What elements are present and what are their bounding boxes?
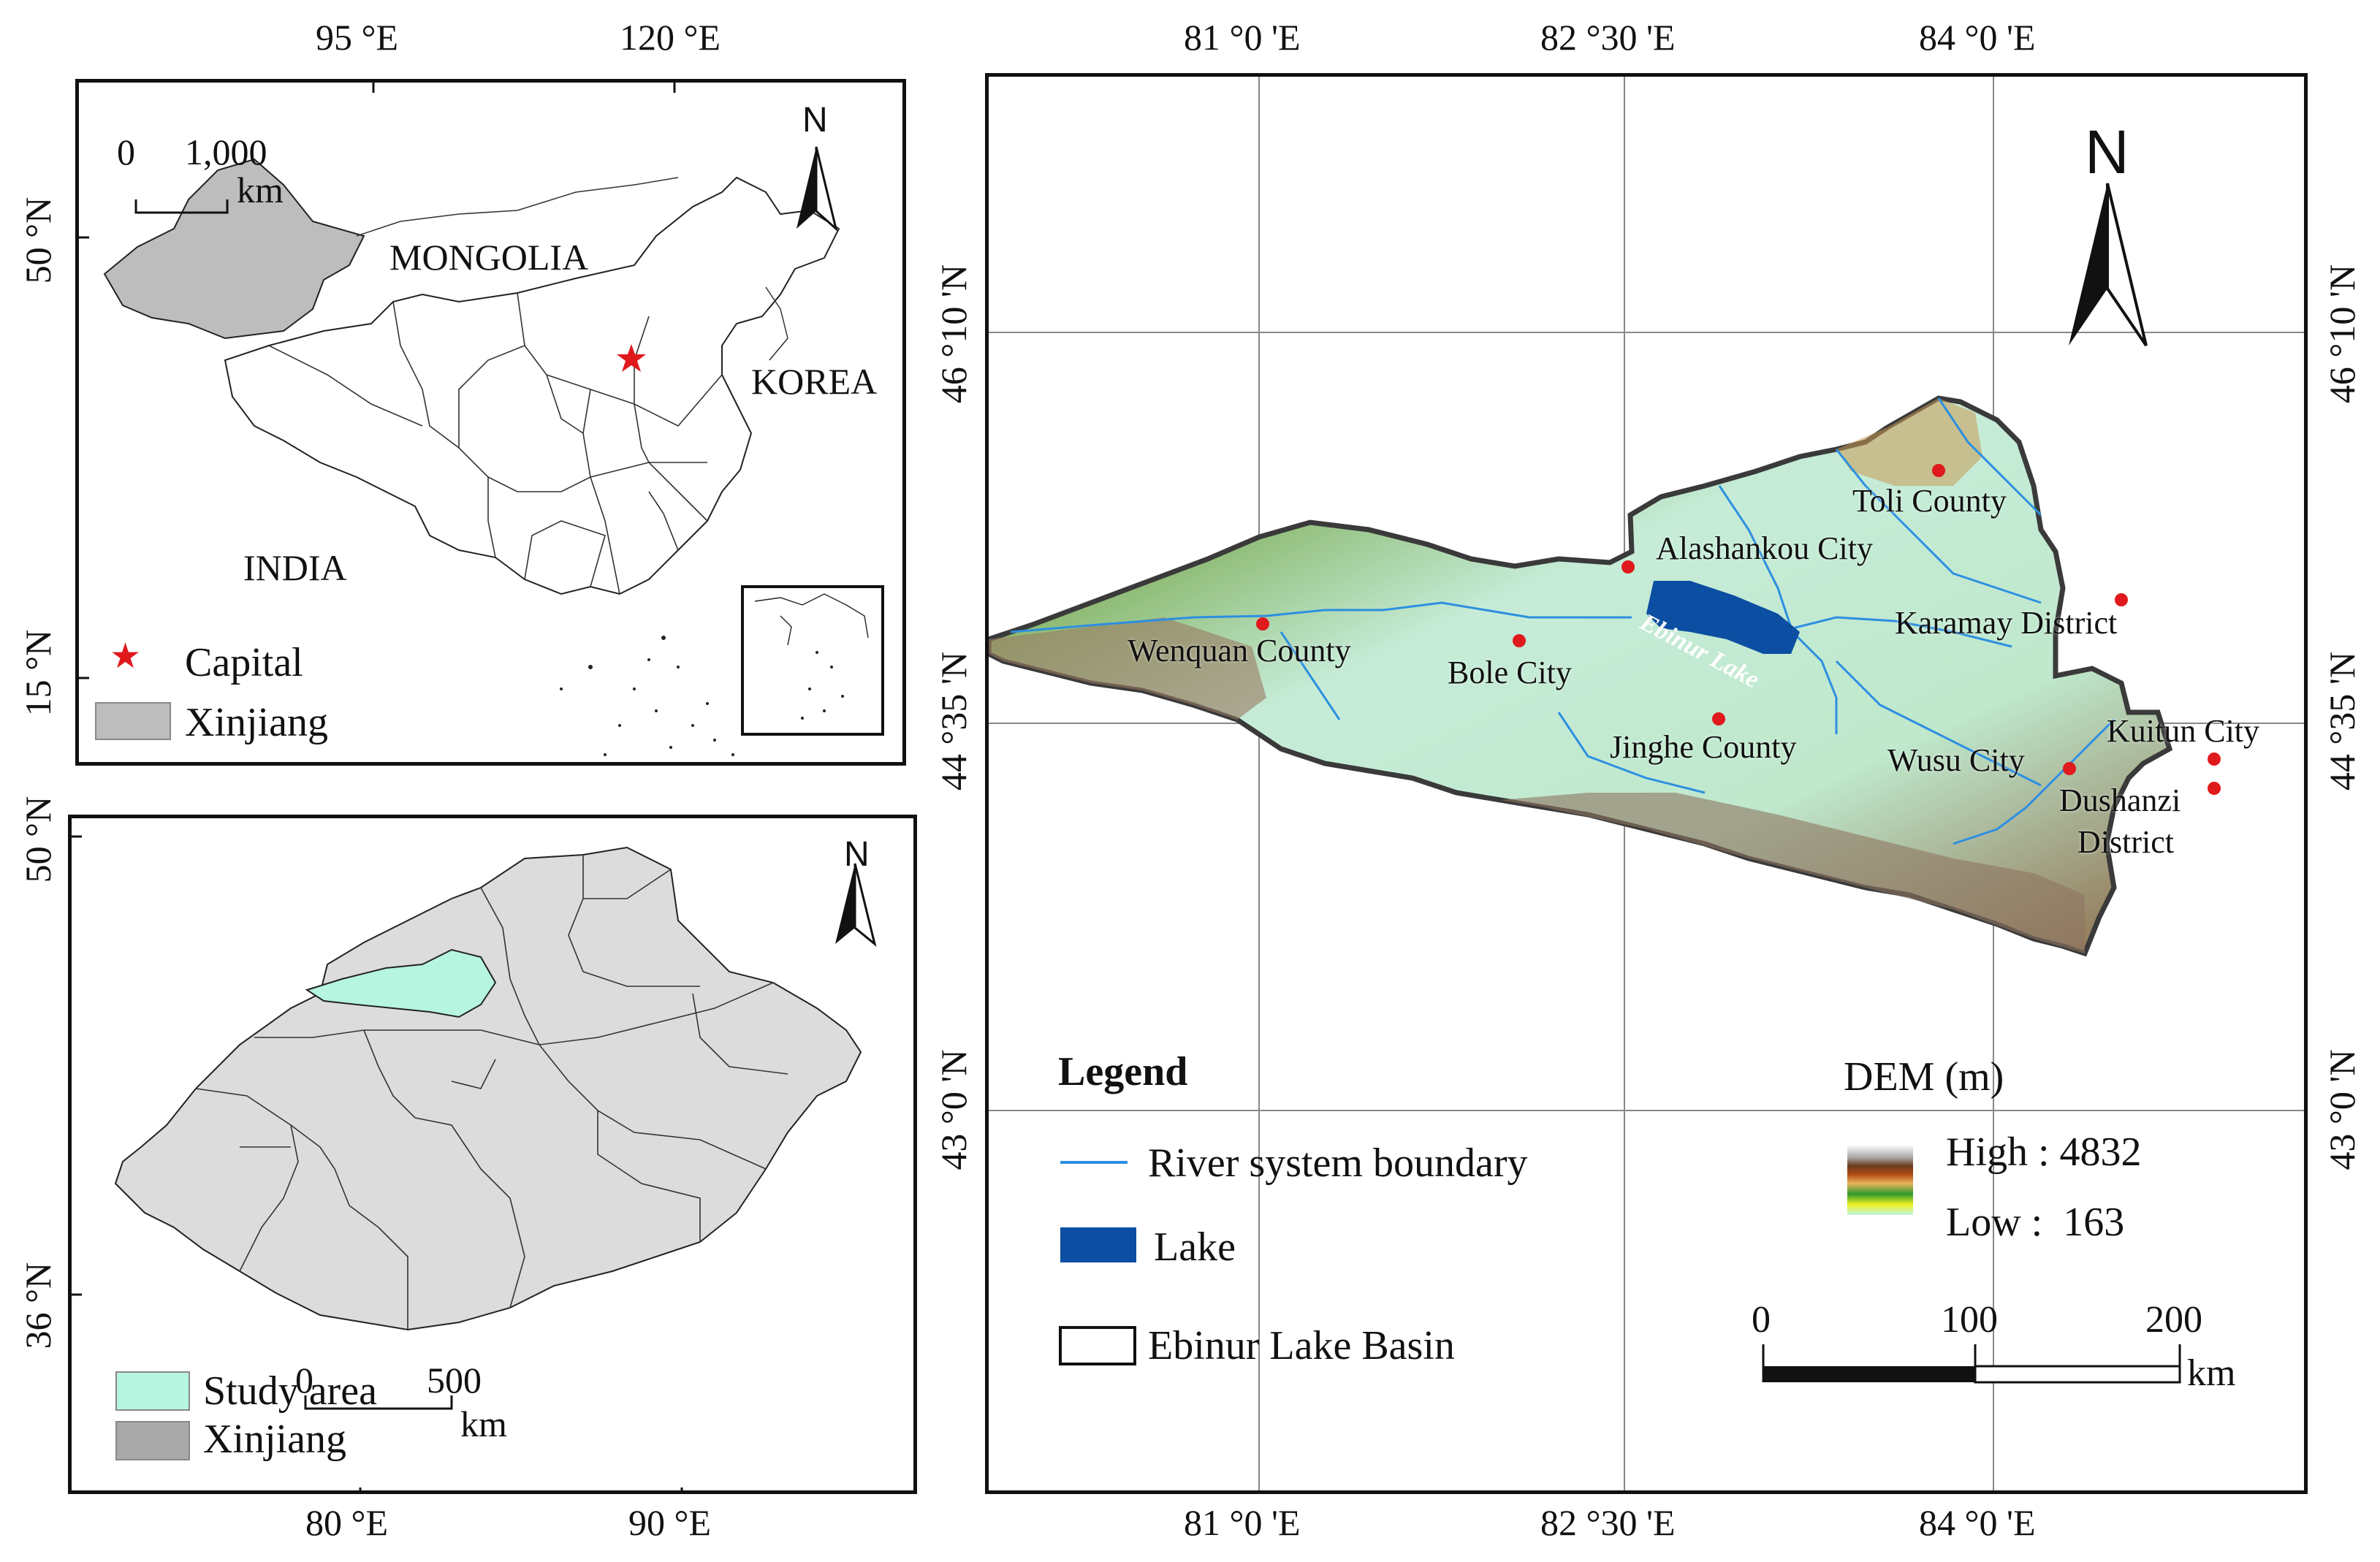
dem-color-ramp (1847, 1145, 1913, 1215)
jinghe-label: Jinghe County (1610, 729, 1797, 765)
main-north-label: N (2085, 118, 2129, 186)
jinghe-marker (1712, 712, 1725, 725)
xj-left-tick-50n: 50 °N (18, 796, 58, 883)
main-left-tick-4435n: 44 °35 'N (933, 651, 974, 791)
main-scale-bar-dark (1763, 1366, 1975, 1382)
wusu-label: Wusu City (1887, 742, 2025, 778)
china-scale-1000: 1,000 (185, 132, 267, 172)
legend-study-area-swatch (115, 1371, 190, 1411)
wenquan-label: Wenquan County (1128, 633, 1351, 668)
china-north-label: N (802, 101, 828, 140)
ebinur-basin-region (989, 395, 2173, 957)
xj-left-tick-36n: 36 °N (18, 1262, 58, 1349)
label-mongolia: MONGOLIA (389, 237, 589, 278)
china-xinjiang-region (103, 158, 365, 340)
xj-bottom-tick-90e: 90 °E (628, 1502, 712, 1543)
xinjiang-map-svg (72, 835, 877, 1490)
xj-north-arrow-icon (835, 864, 855, 944)
main-bottom-tick-8230e: 82 °30 'E (1540, 1502, 1676, 1543)
china-map-svg (79, 83, 884, 756)
main-scale-zero: 0 (1752, 1299, 1771, 1341)
china-north-arrow-icon (796, 147, 816, 229)
legend-xinjiang-swatch (95, 702, 171, 740)
china-scale-bar (134, 199, 229, 214)
main-bottom-tick-84e: 84 °0 'E (1919, 1502, 2036, 1543)
alashankou-label: Alashankou City (1656, 530, 1873, 566)
main-bottom-tick-81e: 81 °0 'E (1184, 1502, 1301, 1543)
legend-basin-outline (1059, 1326, 1136, 1365)
kuitun-marker (2208, 753, 2221, 766)
xj-scale-bar (304, 1395, 453, 1410)
dushanzi-label: Dushanzi (2059, 782, 2181, 818)
river-lines (1010, 397, 2115, 845)
china-top-tick-95e: 95 °E (316, 17, 399, 58)
main-north-arrow-icon (2069, 183, 2107, 346)
xj-scale-zero: 0 (295, 1360, 313, 1401)
kuitun-label: Kuitun City (2107, 713, 2260, 749)
main-map-svg (989, 77, 2304, 1490)
main-top-tick-81e: 81 °0 'E (1184, 17, 1301, 58)
xinjiang-map-frame: N 0 500 km Study area Xinjiang (68, 815, 917, 1494)
main-right-tick-430n: 43 °0 'N (2322, 1049, 2362, 1170)
toli-county-label: Toli County (1852, 483, 2007, 519)
legend-xinjiang-grey-swatch (115, 1421, 190, 1460)
legend-title: Legend (1058, 1049, 1188, 1094)
main-map-frame: N Ebinur Lake Toli County Alashankou Cit… (985, 73, 2308, 1494)
main-scale-200: 200 (2145, 1299, 2202, 1341)
south-sea-inset (741, 585, 884, 736)
capital-star-marker (617, 344, 646, 372)
karamay-label: Karamay District (1895, 605, 2118, 641)
main-scale-bar-light (1974, 1365, 2181, 1384)
alashankou-marker (1621, 560, 1635, 574)
dem-title: DEM (m) (1844, 1054, 2004, 1100)
main-left-tick-430n: 43 °0 'N (933, 1049, 974, 1170)
main-scale-unit: km (2187, 1352, 2236, 1394)
wenquan-marker (1256, 617, 1269, 630)
china-scale-zero: 0 (117, 132, 135, 172)
toli-county-marker (1932, 464, 1945, 477)
main-left-tick-4610n: 46 °10 'N (933, 264, 974, 404)
legend-lake-label: Lake (1154, 1224, 1236, 1270)
ebinur-lake-region (1646, 581, 1800, 654)
dushanzi-district-label: District (2077, 824, 2174, 860)
label-india: INDIA (243, 547, 347, 588)
legend-xinjiang-grey-label: Xinjiang (203, 1417, 346, 1462)
xj-north-label: N (844, 835, 870, 874)
xj-bottom-tick-80e: 80 °E (305, 1502, 389, 1543)
wusu-marker (2063, 762, 2076, 775)
xj-scale-500: 500 (427, 1360, 482, 1401)
karamay-marker (2115, 593, 2128, 606)
legend-river-label: River system boundary (1148, 1140, 1528, 1186)
china-outline (224, 176, 840, 595)
china-left-tick-15n: 15 °N (18, 629, 58, 717)
legend-xinjiang-label: Xinjiang (185, 700, 328, 745)
china-top-tick-120e: 120 °E (620, 17, 721, 58)
xj-scale-unit: km (460, 1403, 507, 1444)
bole-label: Bole City (1448, 655, 1572, 690)
dushanzi-marker (2208, 782, 2221, 795)
xinjiang-outline (114, 846, 862, 1331)
legend-capital-star-icon: ★ (110, 637, 142, 676)
dem-high-label: High : 4832 (1946, 1129, 2142, 1175)
main-top-tick-84e: 84 °0 'E (1919, 17, 2036, 58)
china-scale-unit: km (237, 169, 284, 210)
main-top-tick-8230e: 82 °30 'E (1540, 17, 1676, 58)
main-right-tick-4610n: 46 °10 'N (2322, 264, 2362, 404)
study-area-region (305, 948, 497, 1018)
main-right-tick-4435n: 44 °35 'N (2322, 651, 2362, 791)
legend-basin-label: Ebinur Lake Basin (1148, 1323, 1455, 1368)
legend-lake-swatch (1060, 1227, 1136, 1262)
china-left-tick-50n: 50 °N (18, 197, 58, 284)
china-map-frame: 0 1,000 km N MONGOLIA KOREA INDIA ★ Capi… (75, 79, 906, 766)
main-scale-100: 100 (1941, 1299, 1998, 1341)
legend-study-area-label: Study area (203, 1368, 377, 1414)
label-korea: KOREA (751, 361, 878, 402)
legend-capital-label: Capital (185, 640, 303, 685)
bole-marker (1513, 634, 1526, 647)
dem-low-label: Low : 163 (1946, 1200, 2125, 1245)
